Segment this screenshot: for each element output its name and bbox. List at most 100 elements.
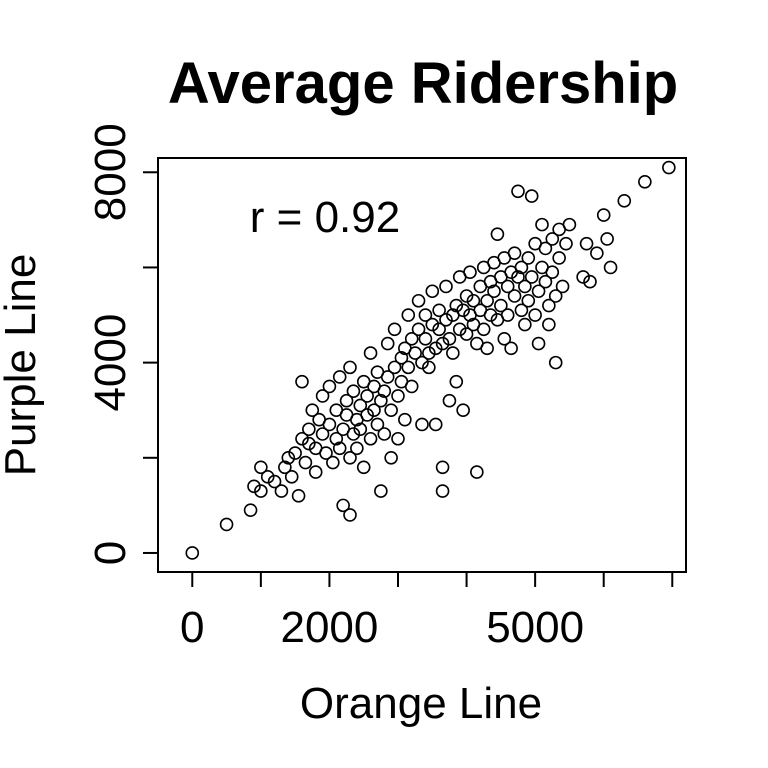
data-point xyxy=(411,322,426,337)
data-point xyxy=(398,412,412,427)
data-point xyxy=(278,460,292,475)
y-axis-title: Purple Line xyxy=(0,254,45,477)
data-point xyxy=(545,265,560,280)
data-point xyxy=(548,355,563,370)
data-point xyxy=(267,474,282,489)
data-point xyxy=(308,465,323,479)
data-point xyxy=(315,427,330,441)
data-point xyxy=(435,336,450,351)
data-point xyxy=(548,289,563,303)
data-point xyxy=(535,217,549,232)
data-point xyxy=(542,298,556,313)
data-point xyxy=(449,374,464,389)
data-point xyxy=(538,274,553,289)
data-point xyxy=(425,284,440,299)
data-point xyxy=(343,450,357,465)
data-point xyxy=(514,260,529,275)
data-point xyxy=(391,389,405,403)
data-point xyxy=(538,241,553,256)
data-point xyxy=(326,455,340,470)
data-point xyxy=(446,346,460,360)
data-point xyxy=(432,322,446,337)
data-point xyxy=(404,379,419,394)
data-point xyxy=(387,360,402,375)
data-point xyxy=(432,303,446,318)
data-point xyxy=(559,236,573,251)
data-point xyxy=(507,289,522,303)
data-point xyxy=(480,293,494,308)
data-point xyxy=(428,341,443,356)
data-point xyxy=(459,327,474,341)
data-point xyxy=(545,232,560,246)
data-point xyxy=(350,441,364,456)
data-point xyxy=(542,317,556,332)
data-point xyxy=(401,308,416,322)
data-point xyxy=(302,422,316,437)
data-point xyxy=(555,279,570,294)
data-point xyxy=(243,503,258,517)
data-point xyxy=(511,184,525,199)
data-point xyxy=(377,384,392,398)
data-point xyxy=(415,355,429,370)
data-point xyxy=(528,308,542,322)
x-axis-title: Orange Line xyxy=(300,679,542,728)
data-point xyxy=(332,370,347,384)
data-point xyxy=(439,312,453,327)
data-point xyxy=(583,274,597,289)
data-point xyxy=(374,393,388,408)
data-point xyxy=(298,455,313,470)
data-point xyxy=(442,393,457,408)
data-point xyxy=(470,465,484,479)
data-point xyxy=(456,403,470,418)
y-tick-label: 4000 xyxy=(86,314,135,412)
data-point xyxy=(483,308,498,322)
data-point xyxy=(384,450,398,465)
data-point xyxy=(353,422,368,437)
data-point xyxy=(380,336,395,351)
data-point xyxy=(322,417,337,432)
data-point xyxy=(336,498,350,513)
data-point xyxy=(247,479,261,494)
data-point xyxy=(343,360,357,375)
data-point xyxy=(521,251,536,265)
data-point xyxy=(339,393,354,408)
data-point xyxy=(422,346,436,360)
data-point xyxy=(459,289,474,303)
x-axis: 0 2000 5000 xyxy=(180,571,674,652)
data-point xyxy=(295,374,309,389)
data-point xyxy=(343,508,357,522)
data-point xyxy=(422,360,436,375)
data-point xyxy=(603,260,618,275)
data-point xyxy=(374,484,388,498)
data-point xyxy=(514,303,529,318)
data-point xyxy=(367,403,381,418)
data-point xyxy=(404,332,419,346)
data-point xyxy=(322,379,337,394)
data-point xyxy=(391,431,405,446)
data-point xyxy=(596,208,611,222)
data-point xyxy=(281,450,296,465)
data-point xyxy=(490,227,505,241)
x-tick-label: 2000 xyxy=(280,603,378,652)
data-point xyxy=(415,417,429,432)
data-point xyxy=(319,446,333,460)
data-point xyxy=(487,284,501,299)
y-tick-label: 0 xyxy=(86,541,135,565)
data-point xyxy=(315,389,330,403)
data-point xyxy=(302,436,316,451)
data-point xyxy=(524,189,539,203)
data-point xyxy=(360,389,374,403)
data-point xyxy=(617,194,632,208)
data-point xyxy=(480,341,494,356)
data-point xyxy=(329,431,344,446)
data-point xyxy=(435,484,450,498)
data-point xyxy=(377,427,392,441)
data-point xyxy=(511,270,525,284)
x-tick-label: 5000 xyxy=(486,603,584,652)
data-point xyxy=(254,484,268,498)
data-point xyxy=(439,279,453,294)
data-point xyxy=(531,336,546,351)
data-point xyxy=(346,384,361,398)
data-point xyxy=(418,308,433,322)
